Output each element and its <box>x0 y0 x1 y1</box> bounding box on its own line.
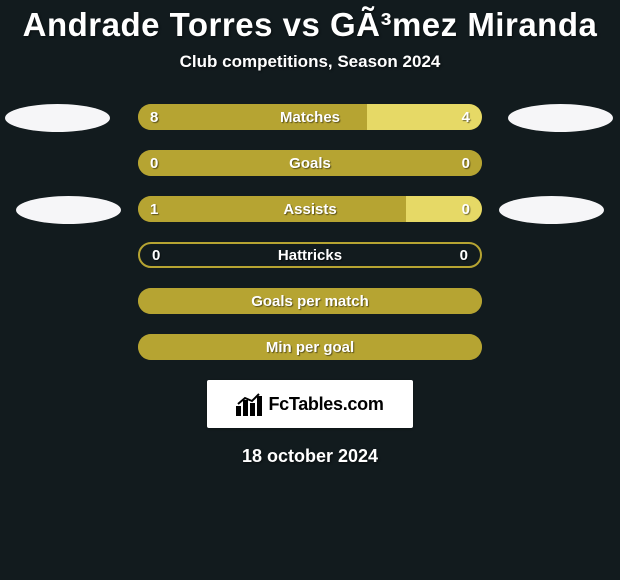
fctables-icon <box>236 392 264 416</box>
stat-bar-left-fill <box>138 334 482 360</box>
stat-bar-left-fill <box>138 288 482 314</box>
stat-label: Hattricks <box>140 244 480 266</box>
snapshot-date: 18 october 2024 <box>242 446 378 467</box>
stat-row: Min per goal <box>0 334 620 360</box>
stat-bar-left-fill <box>138 150 482 176</box>
stat-value-left: 1 <box>138 196 170 222</box>
comparison-card: Andrade Torres vs GÃ³mez Miranda Club co… <box>0 0 620 580</box>
stat-value-right: 0 <box>450 150 482 176</box>
stat-value-left: 0 <box>140 244 172 266</box>
stat-value-right: 0 <box>450 196 482 222</box>
stat-row: Assists10 <box>0 196 620 222</box>
stat-row: Matches84 <box>0 104 620 130</box>
stat-bar: Goals per match <box>138 288 482 314</box>
stat-value-left: 8 <box>138 104 170 130</box>
stat-bar-left-fill <box>138 196 406 222</box>
stat-bar: Goals00 <box>138 150 482 176</box>
stat-row: Hattricks0 0 <box>0 242 620 268</box>
stat-bar: Hattricks0 0 <box>138 242 482 268</box>
stat-bar: Assists10 <box>138 196 482 222</box>
player-left-marker <box>5 104 110 132</box>
stat-row: Goals00 <box>0 150 620 176</box>
stat-value-right: 0 <box>448 244 480 266</box>
stat-bar: Matches84 <box>138 104 482 130</box>
stat-value-left: 0 <box>138 150 170 176</box>
player-right-marker <box>508 104 613 132</box>
stat-bar-left-fill <box>138 104 367 130</box>
page-title: Andrade Torres vs GÃ³mez Miranda <box>23 6 598 44</box>
source-logo-text: FcTables.com <box>268 394 383 415</box>
page-subtitle: Club competitions, Season 2024 <box>180 52 441 72</box>
stats-section: Matches84Goals00Assists10Hattricks00Goal… <box>0 104 620 360</box>
stat-row: Goals per match <box>0 288 620 314</box>
stat-bar: Min per goal <box>138 334 482 360</box>
stat-value-right: 4 <box>450 104 482 130</box>
source-logo: FcTables.com <box>207 380 413 428</box>
